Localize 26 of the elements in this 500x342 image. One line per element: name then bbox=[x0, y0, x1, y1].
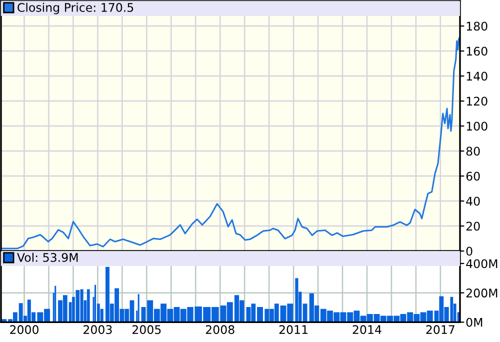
y-tick-label: 60 bbox=[466, 172, 480, 181]
y-tick-label: 0 bbox=[466, 246, 472, 256]
x-tick-label: 2008 bbox=[206, 325, 234, 334]
x-tick-label: 2000 bbox=[10, 325, 38, 334]
y-tick-label: 0M bbox=[466, 318, 482, 327]
y-tick-label: 120 bbox=[466, 96, 488, 106]
y-tick-label: 180 bbox=[466, 22, 488, 31]
y-tick-label: 20 bbox=[466, 222, 480, 231]
y-tick-label: 160 bbox=[466, 46, 488, 56]
x-tick-label: 2014 bbox=[352, 325, 382, 334]
y-tick-label: 80 bbox=[466, 146, 480, 156]
legend-label: Closing Price: 170.5 bbox=[18, 2, 134, 14]
y-tick-label: 100 bbox=[466, 122, 488, 131]
y-tick-label: 200M bbox=[466, 288, 498, 298]
bar bbox=[86, 289, 90, 322]
legend-label: Vol: 53.9M bbox=[17, 252, 78, 262]
x-tick-label: 2005 bbox=[132, 325, 161, 334]
line-series bbox=[1, 37, 460, 250]
x-tick-label: 2017 bbox=[426, 325, 454, 334]
x-tick-label: 2011 bbox=[279, 325, 308, 334]
y-tick-label: 140 bbox=[466, 72, 488, 81]
y-tick-label: 40 bbox=[466, 196, 480, 206]
x-tick-label: 2003 bbox=[84, 325, 112, 334]
bar bbox=[76, 290, 80, 322]
y-tick-label: 400M bbox=[466, 259, 498, 268]
bar bbox=[295, 278, 298, 322]
